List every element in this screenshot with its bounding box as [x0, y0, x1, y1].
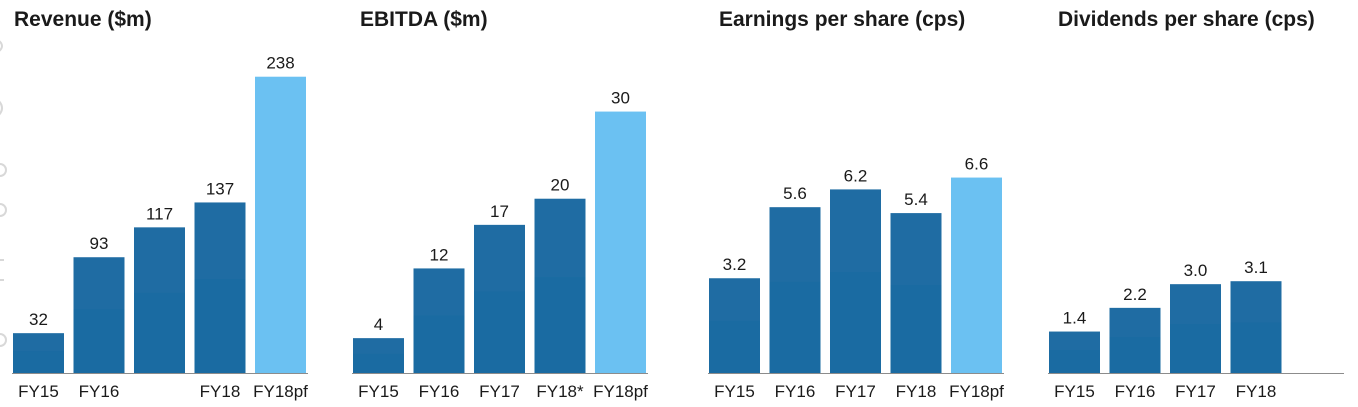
bar-fy18pf: [255, 76, 306, 373]
value-label: 5.6: [783, 184, 807, 203]
category-label: FY17: [1175, 382, 1216, 401]
ebitda-chart: EBITDA ($m) 4 FY15 12 FY16 17 FY17 20 FY18* 30 FY…: [352, 0, 662, 407]
category-label: FY18*: [536, 382, 584, 401]
category-label: FY17: [835, 382, 876, 401]
bar-shade: [413, 315, 465, 373]
category-label: FY16: [419, 382, 460, 401]
category-label: FY16: [775, 382, 816, 401]
category-label: FY18: [1236, 382, 1277, 401]
eps-plot: 3.2 FY15 5.6 FY16 6.2 FY17 5.4 FY18 6.6 FY18pf: [708, 155, 1004, 401]
bar-shade: [474, 291, 525, 373]
category-label: FY15: [358, 382, 399, 401]
value-label: 117: [146, 204, 173, 223]
value-label: 93: [90, 234, 109, 253]
category-label: FY17: [479, 382, 520, 401]
value-label: 3.1: [1244, 258, 1268, 277]
bar-fy18pf: [595, 111, 646, 374]
bar-shade: [1230, 322, 1282, 373]
value-label: 137: [206, 179, 234, 198]
bar-shade: [353, 353, 404, 373]
chart-title: Revenue ($m): [14, 8, 152, 31]
value-label: 2.2: [1123, 285, 1147, 304]
revenue-chart: Revenue ($m) 32 FY15 93 FY16 117 137 FY18 238 FY…: [12, 0, 312, 407]
bar-shade: [194, 279, 246, 373]
bar-shade: [1170, 324, 1221, 373]
chart-title: EBITDA ($m): [360, 8, 488, 31]
value-label: 32: [29, 310, 48, 329]
category-label: FY18pf: [253, 382, 308, 401]
bar-shade: [769, 281, 821, 373]
value-label: 30: [611, 89, 630, 108]
bar-shade: [534, 277, 586, 373]
value-label: 6.6: [965, 155, 989, 174]
category-label: FY16: [79, 382, 120, 401]
value-label: 4: [374, 315, 383, 334]
bar-shade: [830, 272, 881, 373]
value-label: 238: [266, 54, 294, 73]
category-label: FY15: [18, 382, 59, 401]
category-label: FY18pf: [593, 382, 648, 401]
bar-shade: [13, 351, 64, 373]
bar-shade: [890, 285, 942, 373]
category-label: FY18: [896, 382, 937, 401]
value-label: 12: [430, 245, 449, 264]
value-label: 6.2: [844, 166, 868, 185]
ebitda-plot: 4 FY15 12 FY16 17 FY17 20 FY18* 30 FY18pf: [352, 89, 648, 401]
category-label: FY15: [714, 382, 755, 401]
bar-shade: [134, 292, 185, 373]
bar-shade: [1109, 337, 1161, 373]
category-label: FY16: [1115, 382, 1156, 401]
bar-shade: [1049, 350, 1100, 373]
chart-title: Dividends per share (cps): [1058, 8, 1315, 31]
bar-shade: [709, 320, 760, 373]
revenue-plot: 32 FY15 93 FY16 117 137 FY18 238 FY18pf: [12, 54, 308, 401]
value-label: 5.4: [904, 190, 928, 209]
value-label: 1.4: [1063, 309, 1087, 328]
value-label: 3.2: [723, 255, 747, 274]
value-label: 17: [490, 202, 509, 221]
bar-shade: [73, 309, 125, 373]
bar-fy18pf: [951, 177, 1002, 373]
eps-chart: Earnings per share (cps) 3.2 FY15 5.6 FY16 6…: [708, 0, 1008, 407]
category-label: FY18: [200, 382, 241, 401]
chart-title: Earnings per share (cps): [719, 8, 966, 31]
dps-plot: 1.4 FY15 2.2 FY16 3.0 FY17 3.1 FY18: [1048, 258, 1344, 401]
value-label: 20: [551, 176, 570, 195]
category-label: FY18pf: [949, 382, 1004, 401]
dps-chart: Dividends per share (cps) 1.4 FY15 2.2 FY16…: [1048, 0, 1348, 407]
category-label: FY15: [1054, 382, 1095, 401]
value-label: 3.0: [1184, 261, 1208, 280]
